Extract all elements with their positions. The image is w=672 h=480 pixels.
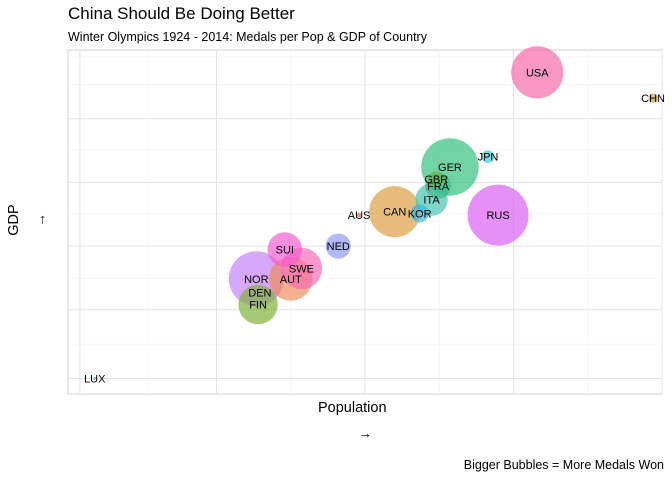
- bubble-label-jpn: JPN: [478, 152, 499, 164]
- bubble-label-ita: ITA: [423, 195, 440, 207]
- x-axis-label: Population: [318, 400, 387, 416]
- bubble-label-aut: AUT: [280, 274, 302, 286]
- bubble-label-gbr: GBR: [424, 174, 448, 186]
- bubble-label-sui: SUI: [276, 245, 294, 257]
- bubble-den: [258, 290, 262, 295]
- bubble-label-aus: AUS: [348, 210, 371, 222]
- bubble-label-fra: FRA: [427, 181, 450, 193]
- bubble-kor: [410, 204, 429, 223]
- bubble-label-rus: RUS: [486, 210, 509, 222]
- bubble-rus: [467, 184, 529, 246]
- chart-subtitle: Winter Olympics 1924 - 2014: Medals per …: [68, 30, 427, 44]
- bubble-ned: [325, 233, 351, 259]
- chart-title: China Should Be Doing Better: [68, 4, 295, 23]
- x-axis-arrow-icon: →: [358, 425, 372, 441]
- bubble-label-fin: FIN: [249, 300, 267, 312]
- bubble-label-chn: CHN: [641, 93, 665, 105]
- bubble-jpn: [481, 150, 495, 164]
- plot-grid: [67, 49, 663, 395]
- bubble-can: [369, 186, 421, 238]
- y-axis-arrow-icon: →: [32, 213, 48, 227]
- y-axis-label: GDP: [6, 204, 22, 236]
- bubble-fin: [238, 284, 278, 325]
- bubble-layer: [93, 46, 658, 381]
- bubble-lux: [93, 377, 97, 381]
- bubble-label-ger: GER: [438, 162, 462, 174]
- bubble-aus: [356, 212, 362, 218]
- bubble-label-lux: LUX: [84, 374, 106, 386]
- bubble-chn: [648, 93, 658, 103]
- bubble-gbr: [428, 171, 445, 187]
- chart-caption: Bigger Bubbles = More Medals Won: [463, 458, 664, 472]
- bubble-sui: [267, 232, 303, 267]
- bubble-label-ned: NED: [327, 241, 350, 253]
- bubble-usa: [511, 46, 564, 99]
- bubble-label-swe: SWE: [289, 263, 314, 275]
- bubble-label-kor: KOR: [408, 208, 432, 220]
- bubble-label-nor: NOR: [244, 274, 269, 286]
- bubble-label-can: CAN: [383, 207, 406, 219]
- bubble-label-usa: USA: [526, 67, 549, 79]
- bubble-label-den: DEN: [248, 288, 271, 300]
